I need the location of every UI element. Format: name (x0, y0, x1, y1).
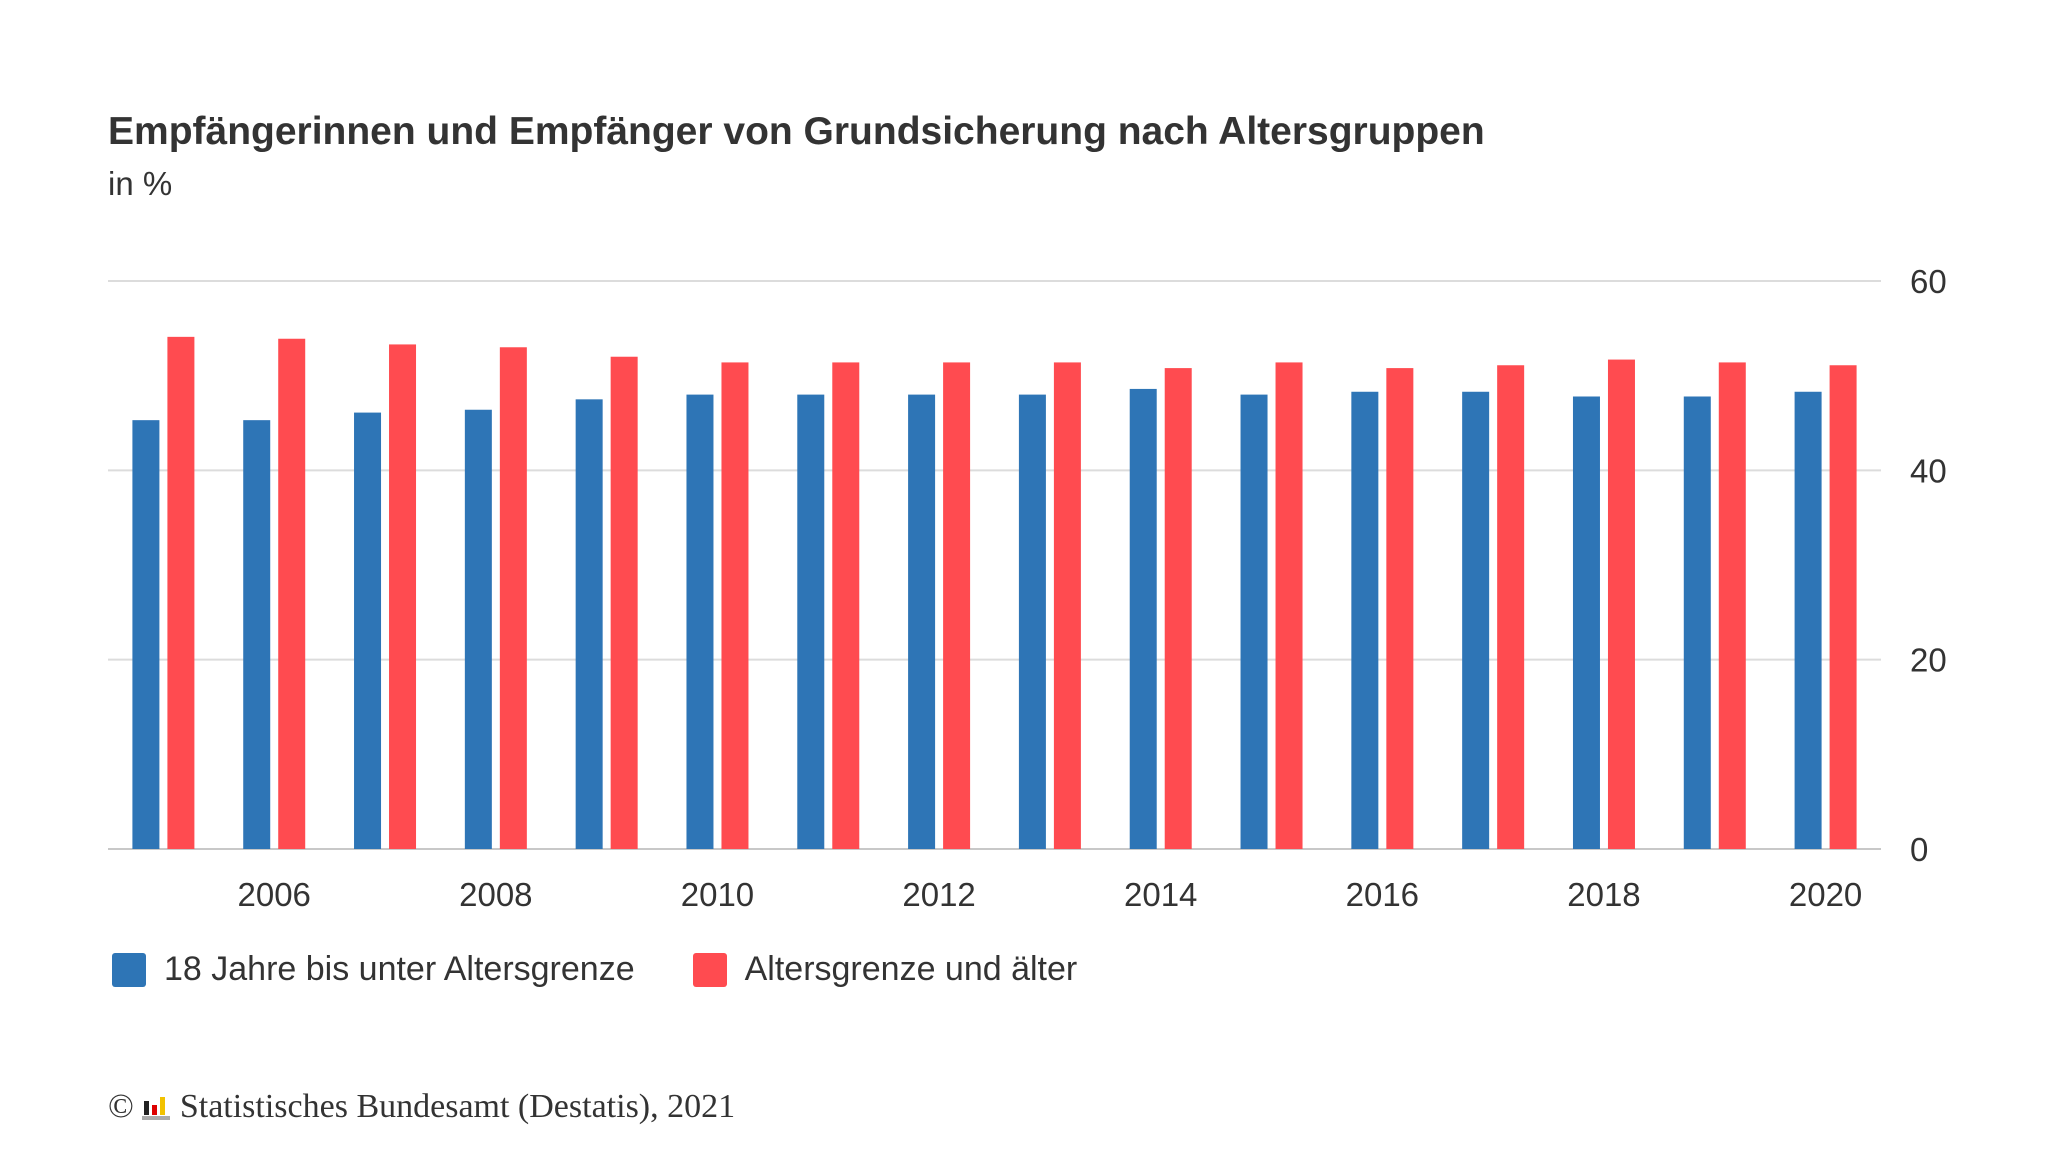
x-tick-label: 2018 (1567, 876, 1640, 913)
legend-label: Altersgrenze und älter (744, 950, 1078, 988)
bar-red-2015 (1275, 362, 1303, 849)
bar-red-2007 (389, 344, 417, 849)
source-footer: © Statistisches Bundesamt (Destatis), 20… (108, 1088, 735, 1126)
legend-label: 18 Jahre bis unter Altersgrenze (164, 950, 635, 988)
bar-blue-2012 (908, 394, 936, 849)
bar-blue-2013 (1018, 394, 1046, 849)
copyright-symbol: © (108, 1088, 134, 1125)
bar-blue-2011 (797, 394, 825, 849)
x-tick-label: 2020 (1789, 876, 1862, 913)
bar-blue-2017 (1462, 391, 1490, 849)
bar-blue-2018 (1572, 396, 1600, 849)
legend-item-series-1[interactable]: 18 Jahre bis unter Altersgrenze (112, 950, 635, 989)
destatis-logo-icon (141, 1097, 170, 1120)
x-tick-label: 2010 (681, 876, 754, 913)
bar-blue-2015 (1240, 394, 1268, 849)
x-tick-label: 2006 (238, 876, 311, 913)
chart-subtitle: in % (108, 165, 173, 202)
bar-red-2018 (1607, 359, 1635, 849)
bar-red-2008 (499, 347, 527, 849)
bar-blue-2014 (1129, 388, 1157, 849)
legend: 18 Jahre bis unter Altersgrenze Altersgr… (112, 950, 1077, 989)
bar-red-2006 (278, 338, 306, 849)
y-tick-label: 20 (1910, 642, 1947, 679)
bar-red-2010 (721, 362, 749, 849)
bar-blue-2007 (354, 412, 382, 849)
source-text: Statistisches Bundesamt (Destatis), 2021 (179, 1088, 736, 1125)
bar-red-2020 (1829, 365, 1857, 849)
legend-swatch-blue (112, 952, 146, 987)
bar-blue-2020 (1794, 391, 1822, 849)
bar-red-2016 (1386, 368, 1414, 849)
bar-blue-2008 (464, 409, 492, 849)
bar-blue-2009 (575, 399, 603, 849)
y-tick-label: 40 (1910, 452, 1947, 489)
x-tick-label: 2008 (459, 876, 532, 913)
bar-red-2019 (1718, 362, 1746, 849)
bar-red-2012 (943, 362, 971, 849)
bar-red-2009 (610, 356, 638, 849)
bar-blue-2019 (1683, 396, 1711, 849)
bar-red-2011 (832, 362, 860, 849)
bar-red-2013 (1053, 362, 1081, 849)
x-tick-label: 2014 (1124, 876, 1197, 913)
x-tick-label: 2016 (1346, 876, 1419, 913)
legend-item-series-2[interactable]: Altersgrenze und älter (692, 950, 1078, 989)
y-tick-label: 60 (1910, 263, 1947, 300)
chart-title: Empfängerinnen und Empfänger von Grundsi… (108, 110, 1485, 153)
legend-swatch-red (692, 952, 727, 987)
x-tick-label: 2012 (902, 876, 975, 913)
bar-red-2014 (1164, 368, 1192, 849)
y-tick-label: 0 (1910, 831, 1928, 868)
bar-red-2017 (1497, 365, 1525, 849)
bar-red-2005 (167, 336, 195, 849)
bar-blue-2016 (1351, 391, 1379, 849)
bar-blue-2005 (132, 420, 160, 849)
bar-blue-2006 (243, 420, 271, 849)
bar-blue-2010 (686, 394, 714, 849)
